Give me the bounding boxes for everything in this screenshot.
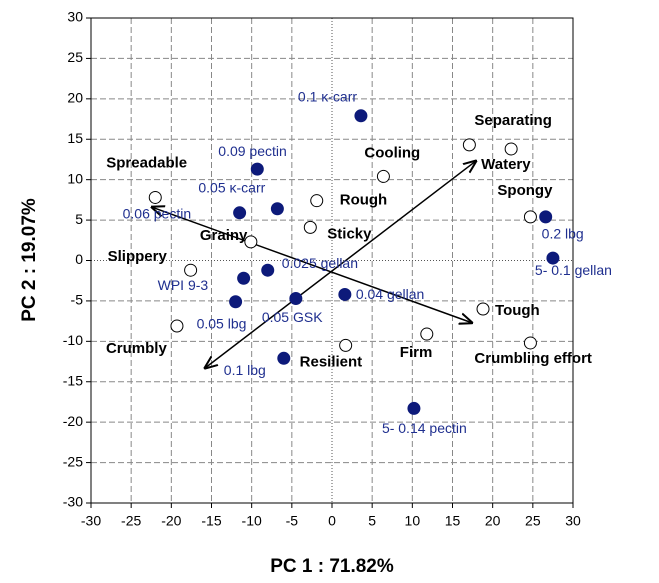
attribute-point xyxy=(462,138,476,152)
x-tick-label: 30 xyxy=(565,513,581,529)
attribute-label: Firm xyxy=(400,344,433,361)
sample-point xyxy=(233,206,247,220)
x-tick-label: -25 xyxy=(121,513,141,529)
sample-label: 0.2 lbg xyxy=(542,226,584,242)
sample-label: 5- 0.1 gellan xyxy=(535,262,612,278)
sample-point xyxy=(237,271,251,285)
attribute-label: Crumbly xyxy=(106,340,168,357)
attribute-label: Crumbling effort xyxy=(474,350,592,367)
attribute-label: Separating xyxy=(474,112,552,129)
x-tick-label: -5 xyxy=(286,513,299,529)
sample-label: 0.04 gellan xyxy=(356,286,425,302)
attribute-label: Slippery xyxy=(108,248,168,265)
attribute-label: Grainy xyxy=(200,227,248,244)
attribute-point xyxy=(184,263,198,277)
sample-point xyxy=(407,401,421,415)
y-axis-title: PC 2 : 19.07% xyxy=(19,198,40,322)
attribute-label: Resilient xyxy=(300,353,363,370)
y-tick-label: 0 xyxy=(75,251,83,267)
y-tick-label: 30 xyxy=(67,9,83,25)
attribute-label: Cooling xyxy=(364,144,420,161)
attribute-point xyxy=(420,327,434,341)
y-tick-label: -20 xyxy=(63,413,83,429)
attribute-point xyxy=(170,319,184,333)
y-tick-label: 5 xyxy=(75,211,83,227)
sample-point xyxy=(338,287,352,301)
plot-border xyxy=(90,17,574,504)
x-axis-title: PC 1 : 71.82% xyxy=(270,556,394,577)
x-tick-label: 20 xyxy=(485,513,501,529)
x-tick-label: 25 xyxy=(525,513,541,529)
sample-point xyxy=(539,210,553,224)
attribute-label: Spreadable xyxy=(106,154,187,171)
sample-label: 0.1 κ-carr xyxy=(298,89,357,105)
x-tick-label: 0 xyxy=(328,513,336,529)
sample-label: 5- 0.14 pectin xyxy=(382,420,467,436)
y-tick-label: -10 xyxy=(63,332,83,348)
attribute-point xyxy=(244,235,258,249)
y-tick-label: -30 xyxy=(63,494,83,510)
attribute-label: Spongy xyxy=(497,182,553,199)
y-tick-label: 15 xyxy=(67,130,83,146)
sample-point xyxy=(261,263,275,277)
sample-point xyxy=(229,295,243,309)
sample-label: 0.1 lbg xyxy=(224,362,266,378)
attribute-point xyxy=(339,338,353,352)
y-tick-label: -25 xyxy=(63,453,83,469)
sample-point xyxy=(270,202,284,216)
y-tick-label: -15 xyxy=(63,372,83,388)
x-tick-label: -10 xyxy=(242,513,262,529)
x-tick-label: -20 xyxy=(161,513,181,529)
sample-label: 0.05 κ-carr xyxy=(198,179,265,195)
sample-label: 0.06 pectin xyxy=(123,206,192,222)
loading-arrow xyxy=(152,207,472,323)
sample-point xyxy=(289,291,303,305)
x-tick-label: 5 xyxy=(368,513,376,529)
sample-label: 0.05 GSK xyxy=(262,309,323,325)
x-tick-label: -30 xyxy=(81,513,101,529)
sample-point xyxy=(277,351,291,365)
x-tick-label: 10 xyxy=(405,513,421,529)
x-tick-label: 15 xyxy=(445,513,461,529)
y-tick-label: 25 xyxy=(67,49,83,65)
sample-label: 0.09 pectin xyxy=(218,143,286,159)
attribute-label: Rough xyxy=(340,192,387,209)
y-tick-label: 20 xyxy=(67,90,83,106)
attribute-label: Watery xyxy=(481,156,531,173)
attribute-point xyxy=(523,336,537,350)
attribute-label: Sticky xyxy=(327,225,372,242)
sample-label: 0.05 lbg xyxy=(197,315,247,331)
sample-point xyxy=(546,251,560,265)
y-tick-label: -5 xyxy=(71,292,84,308)
attribute-point xyxy=(148,190,162,204)
attribute-point xyxy=(376,169,390,183)
attribute-point xyxy=(310,194,324,208)
attribute-point xyxy=(476,302,490,316)
sample-label: 0.025 gellan xyxy=(282,255,358,271)
sample-point xyxy=(250,162,264,176)
x-tick-label: -15 xyxy=(201,513,221,529)
y-tick-label: 10 xyxy=(67,170,83,186)
attribute-point xyxy=(303,220,317,234)
attribute-point xyxy=(504,142,518,156)
sample-label: WPI 9-3 xyxy=(158,277,209,293)
attribute-label: Tough xyxy=(495,302,540,319)
attribute-point xyxy=(523,210,537,224)
sample-point xyxy=(354,109,368,123)
